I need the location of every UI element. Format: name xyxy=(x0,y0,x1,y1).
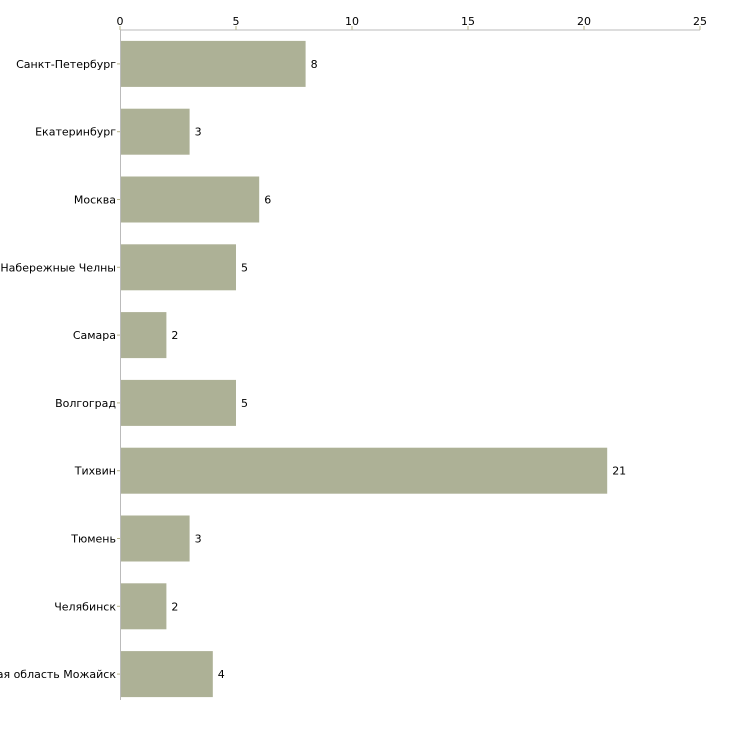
bar xyxy=(121,515,190,562)
data-label: 3 xyxy=(195,533,202,546)
bar xyxy=(121,651,213,698)
category-label: Москва xyxy=(74,194,116,207)
category-label: Самара xyxy=(73,329,116,342)
category-label: Екатеринбург xyxy=(35,126,116,139)
data-label: 21 xyxy=(612,465,626,478)
category-label: Тихвин xyxy=(74,465,116,478)
data-label: 4 xyxy=(218,668,225,681)
bar xyxy=(121,312,167,359)
category-label: Санкт-Петербург xyxy=(16,58,116,71)
bar xyxy=(121,40,306,87)
category-label: Набережные Челны xyxy=(0,261,116,274)
category-label: Тюмень xyxy=(70,533,116,546)
data-label: 6 xyxy=(264,194,271,207)
data-label: 5 xyxy=(241,397,248,410)
x-tick-label: 20 xyxy=(577,15,591,28)
bar xyxy=(121,108,190,155)
data-label: 5 xyxy=(241,261,248,274)
category-label: Волгоград xyxy=(55,397,116,410)
category-label: Челябинск xyxy=(54,600,116,613)
bar xyxy=(121,176,260,223)
x-tick-label: 5 xyxy=(233,15,240,28)
x-tick-label: 15 xyxy=(461,15,475,28)
bar xyxy=(121,379,236,426)
data-label: 2 xyxy=(171,329,178,342)
category-label: Московская область Можайск xyxy=(0,668,116,681)
data-label: 8 xyxy=(311,58,318,71)
bar xyxy=(121,583,167,630)
x-tick-label: 25 xyxy=(693,15,707,28)
bar xyxy=(121,447,608,494)
x-tick-label: 10 xyxy=(345,15,359,28)
x-tick-label: 0 xyxy=(117,15,124,28)
bar xyxy=(121,244,236,291)
data-label: 2 xyxy=(171,600,178,613)
data-label: 3 xyxy=(195,126,202,139)
